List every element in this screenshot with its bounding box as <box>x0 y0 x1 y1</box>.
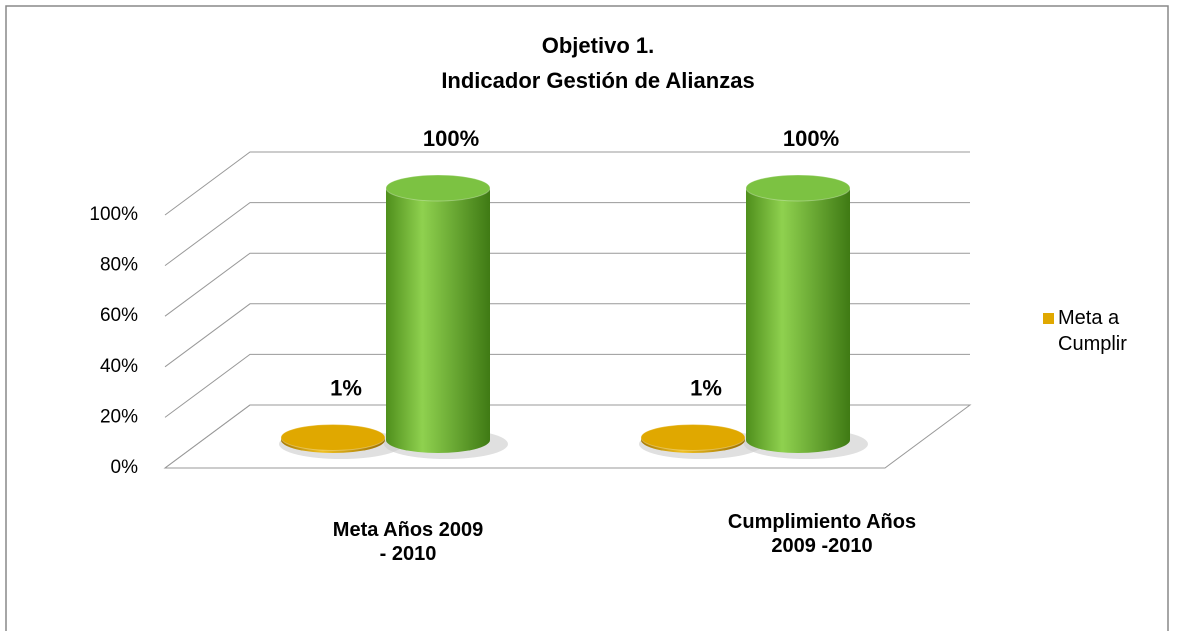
x-tick-label: Cumplimiento Años 2009 -2010 <box>727 511 917 557</box>
y-tick-label: 40% <box>100 356 138 377</box>
value-label: 1% <box>330 375 362 400</box>
bar-top <box>280 423 386 451</box>
bar <box>384 174 508 459</box>
bar-body <box>386 188 490 453</box>
bar-top <box>385 174 491 202</box>
grid-line <box>164 303 970 368</box>
chart-subtitle: Indicador Gestión de Alianzas <box>441 68 754 93</box>
y-tick-label: 0% <box>111 457 139 478</box>
grid-line <box>164 252 970 317</box>
value-label: 100% <box>423 126 479 151</box>
bar-top <box>640 423 746 451</box>
bar <box>639 423 763 459</box>
legend-label: Meta a Cumplir <box>1058 307 1127 355</box>
bar <box>744 174 868 459</box>
grid-line <box>164 151 970 216</box>
x-tick-label: Meta Años 2009 - 2010 <box>332 519 484 565</box>
bar-top <box>745 174 851 202</box>
y-tick-label: 80% <box>100 255 138 276</box>
chart-title: Objetivo 1. <box>542 33 654 58</box>
grid-line <box>164 202 970 267</box>
bar-body <box>746 188 850 453</box>
bar <box>279 423 403 459</box>
value-label: 1% <box>690 375 722 400</box>
frame <box>5 5 1169 631</box>
grid-line <box>164 404 970 469</box>
y-tick-label: 100% <box>89 204 138 225</box>
legend-swatch <box>1043 313 1054 324</box>
value-label: 100% <box>783 126 839 151</box>
grid-line <box>164 353 970 418</box>
y-tick-label: 20% <box>100 406 138 427</box>
y-tick-label: 60% <box>100 305 138 326</box>
